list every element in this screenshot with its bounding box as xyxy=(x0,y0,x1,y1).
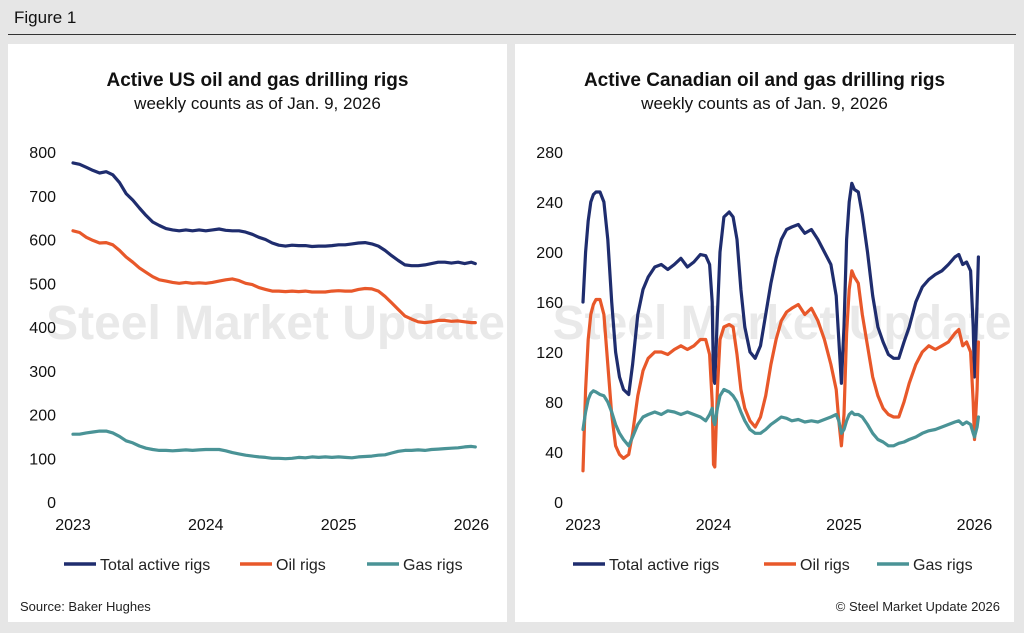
x-tick-label: 2023 xyxy=(565,517,601,534)
legend-label-oil: Oil rigs xyxy=(800,557,850,574)
y-tick-label: 700 xyxy=(29,189,56,206)
us-rigs-chart: Steel Market Update 0 100 200 300 400 500 600 70… xyxy=(29,145,505,574)
chart-subtitle: weekly counts as of Jan. 9, 2026 xyxy=(641,94,888,113)
series-line-total xyxy=(581,181,980,397)
canada-chart-panel: Active Canadian oil and gas drilling rig… xyxy=(515,44,1014,622)
y-tick-label: 280 xyxy=(536,145,563,162)
x-tick-label: 2025 xyxy=(826,517,862,534)
legend-label-total: Total active rigs xyxy=(100,557,210,574)
y-tick-label: 40 xyxy=(545,445,563,462)
x-tick-label: 2025 xyxy=(321,517,357,534)
legend-label-gas: Gas rigs xyxy=(403,557,463,574)
y-tick-label: 200 xyxy=(536,245,563,262)
y-tick-label: 500 xyxy=(29,276,56,293)
series-line-gas xyxy=(581,387,980,448)
x-tick-label: 2024 xyxy=(696,517,732,534)
y-tick-label: 100 xyxy=(29,451,56,468)
x-tick-label: 2023 xyxy=(55,517,91,534)
y-tick-label: 240 xyxy=(536,195,563,212)
x-tick-label: 2024 xyxy=(188,517,224,534)
x-tick-label: 2026 xyxy=(957,517,993,534)
series-line-oil xyxy=(71,229,477,325)
y-tick-label: 80 xyxy=(545,395,563,412)
chart-title: Active Canadian oil and gas drilling rig… xyxy=(583,70,946,91)
legend-label-total: Total active rigs xyxy=(609,557,719,574)
y-tick-label: 600 xyxy=(29,233,56,250)
watermark-text: Steel Market Update xyxy=(46,297,505,350)
series-line-gas xyxy=(71,429,477,461)
y-tick-label: 200 xyxy=(29,408,56,425)
series-line-total xyxy=(71,161,477,268)
figure-label: Figure 1 xyxy=(14,8,77,27)
series-line-oil xyxy=(581,269,980,473)
y-tick-label: 300 xyxy=(29,364,56,381)
y-tick-label: 120 xyxy=(536,345,563,362)
source-note: Source: Baker Hughes xyxy=(20,599,151,614)
legend-label-gas: Gas rigs xyxy=(913,557,973,574)
figure-divider xyxy=(8,34,1016,35)
y-tick-label: 160 xyxy=(536,295,563,312)
canada-rigs-chart: Steel Market Update040801201602002402802… xyxy=(536,145,1011,574)
chart-title: Active US oil and gas drilling rigs xyxy=(106,70,409,91)
legend-label-oil: Oil rigs xyxy=(276,557,326,574)
y-tick-label: 0 xyxy=(554,495,563,512)
us-chart-panel: Active US oil and gas drilling rigs week… xyxy=(8,44,507,622)
x-tick-label: 2026 xyxy=(454,517,490,534)
y-tick-label: 400 xyxy=(29,320,56,337)
copyright-note: © Steel Market Update 2026 xyxy=(835,599,1000,614)
chart-subtitle: weekly counts as of Jan. 9, 2026 xyxy=(134,94,381,113)
y-tick-label: 800 xyxy=(29,145,56,162)
y-tick-label: 0 xyxy=(47,495,56,512)
